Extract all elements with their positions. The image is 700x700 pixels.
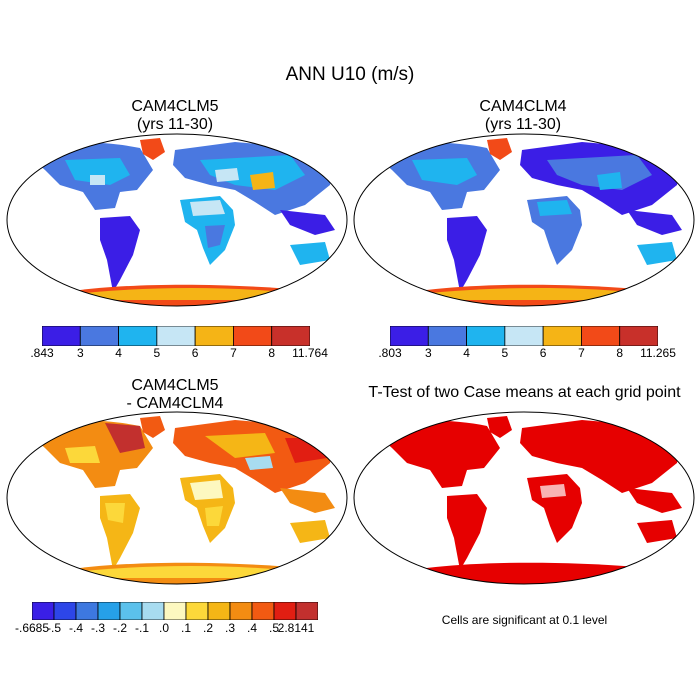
colorbar-tick-label: .5	[268, 621, 280, 635]
colorbar-swatch	[156, 326, 196, 346]
panel3-title: CAM4CLM5 - CAM4CLM4	[25, 377, 325, 413]
colorbar-swatch	[32, 602, 55, 620]
colorbar-swatch	[581, 326, 621, 346]
colorbar-tick-label: -.6685	[14, 621, 50, 635]
colorbar-tick-label: 4	[115, 346, 122, 360]
colorbar-tick-label: .843	[30, 346, 54, 360]
colorbar-tick-label: 5	[153, 346, 161, 360]
colorbar-swatch	[427, 326, 467, 346]
colorbar-tick-label: 7	[230, 346, 237, 360]
colorbar-tick-label: -.5	[46, 621, 62, 635]
colorbar-swatch	[163, 602, 187, 620]
colorbar-tick-label: 3	[424, 346, 432, 360]
colorbar-swatch	[141, 602, 165, 620]
colorbar-cam4clm5-labels: .843 3 4 5 6 7 8 11.764	[30, 346, 328, 362]
colorbar-tick-label: 8	[268, 346, 276, 360]
colorbar-swatch	[251, 602, 275, 620]
map-cam4clm4	[353, 133, 695, 307]
colorbar-swatch	[295, 602, 318, 620]
colorbar-difference	[32, 602, 318, 620]
colorbar-tick-label: 4	[463, 346, 470, 360]
panel2-title-line1: CAM4CLM4	[479, 98, 567, 115]
colorbar-swatch	[619, 326, 658, 346]
colorbar-swatch	[97, 602, 121, 620]
colorbar-tick-label: 11.265	[640, 346, 676, 360]
colorbar-difference-labels: -.6685 -.5 -.4 -.3 -.2 -.1 .0 .1 .2 .3 .4 .5 2.8141	[15, 621, 318, 637]
colorbar-swatch	[233, 326, 273, 346]
colorbar-tick-label: .3	[224, 621, 236, 635]
map-ttest	[353, 411, 695, 585]
colorbar-tick-label: 3	[76, 346, 84, 360]
colorbar-tick-label: .0	[158, 621, 170, 635]
colorbar-tick-label: -.2	[112, 621, 128, 635]
panel4-title: T-Test of two Case means at each grid po…	[368, 384, 681, 401]
panel3-title-line2: - CAM4CLM4	[126, 395, 224, 412]
panel2-title-line2: (yrs 11-30)	[484, 116, 562, 133]
colorbar-tick-label: 6	[539, 346, 547, 360]
panel1-title-line2: (yrs 11-30)	[136, 116, 214, 133]
panel1-title: CAM4CLM5 (yrs 11-30)	[25, 98, 325, 134]
colorbar-tick-label: 7	[578, 346, 585, 360]
colorbar-tick-label: .803	[378, 346, 402, 360]
colorbar-tick-label: -.4	[68, 621, 84, 635]
map-difference	[6, 411, 348, 585]
colorbar-swatch	[504, 326, 544, 346]
ttest-note: Cells are significant at 0.1 level	[441, 613, 608, 627]
colorbar-swatch	[75, 602, 99, 620]
colorbar-tick-label: 6	[191, 346, 199, 360]
colorbar-cam4clm4-labels: .803 3 4 5 6 7 8 11.265	[378, 346, 676, 362]
colorbar-tick-label: 2.8141	[277, 621, 315, 635]
colorbar-swatch	[119, 602, 143, 620]
map-cam4clm5	[6, 133, 348, 307]
colorbar-cam4clm4	[390, 326, 658, 346]
colorbar-swatch	[466, 326, 506, 346]
colorbar-tick-label: 5	[501, 346, 509, 360]
colorbar-cam4clm5	[42, 326, 310, 346]
figure-title: ANN U10 (m/s)	[285, 64, 415, 85]
colorbar-tick-label: .4	[246, 621, 258, 635]
colorbar-tick-label: 11.764	[292, 346, 328, 360]
colorbar-swatch	[390, 326, 429, 346]
panel3-title-line1: CAM4CLM5	[131, 377, 219, 394]
colorbar-swatch	[79, 326, 119, 346]
panel2-title: CAM4CLM4 (yrs 11-30)	[373, 98, 673, 134]
colorbar-tick-label: .2	[202, 621, 214, 635]
colorbar-swatch	[118, 326, 158, 346]
colorbar-tick-label: -.1	[134, 621, 150, 635]
colorbar-swatch	[185, 602, 209, 620]
colorbar-tick-label: 8	[616, 346, 624, 360]
colorbar-swatch	[53, 602, 77, 620]
colorbar-tick-label: .1	[180, 621, 192, 635]
colorbar-swatch	[207, 602, 231, 620]
colorbar-swatch	[273, 602, 297, 620]
colorbar-tick-label: -.3	[90, 621, 106, 635]
colorbar-swatch	[42, 326, 81, 346]
colorbar-swatch	[229, 602, 253, 620]
colorbar-swatch	[542, 326, 582, 346]
panel1-title-line1: CAM4CLM5	[131, 98, 219, 115]
colorbar-swatch	[194, 326, 234, 346]
colorbar-swatch	[271, 326, 310, 346]
